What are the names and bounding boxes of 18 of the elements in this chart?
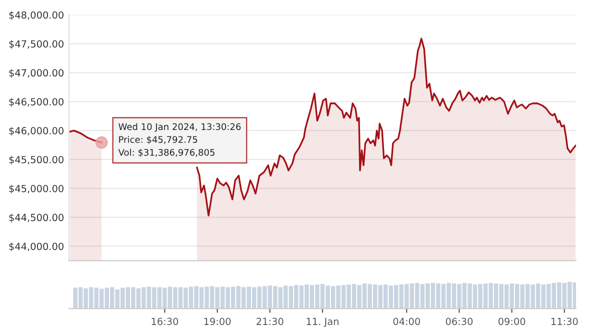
- annotation: Wed 10 Jan 2024, 13:30:26 Price: $45,792.75 Vol: $31,386,976,805: [118, 123, 241, 157]
- x-tick-label: 11:30: [551, 318, 578, 326]
- y-tick-label: $47,000.00: [9, 69, 64, 78]
- y-tick-label: $46,000.00: [9, 126, 64, 136]
- x-tick-label: 06:30: [446, 318, 473, 326]
- y-tick-label: $45,000.00: [9, 184, 64, 194]
- y-tick-label: $45,500.00: [9, 156, 64, 165]
- y-tick-label: $46,500.00: [9, 98, 64, 107]
- x-tick-label: 16:30: [152, 318, 178, 326]
- y-tick-label: $47,500.00: [9, 40, 64, 49]
- x-tick-label: 09:00: [498, 318, 526, 326]
- x-tick-label: 21:30: [256, 318, 284, 326]
- y-tick-label: $44,000.00: [9, 242, 64, 252]
- y-tick-label: $48,000.00: [9, 11, 64, 20]
- x-tick-label: 11. Jan: [306, 318, 338, 327]
- x-tick-label: 19:00: [204, 318, 231, 326]
- y-tick-label: $44,500.00: [9, 214, 64, 222]
- x-tick-label: 04:00: [393, 318, 420, 326]
